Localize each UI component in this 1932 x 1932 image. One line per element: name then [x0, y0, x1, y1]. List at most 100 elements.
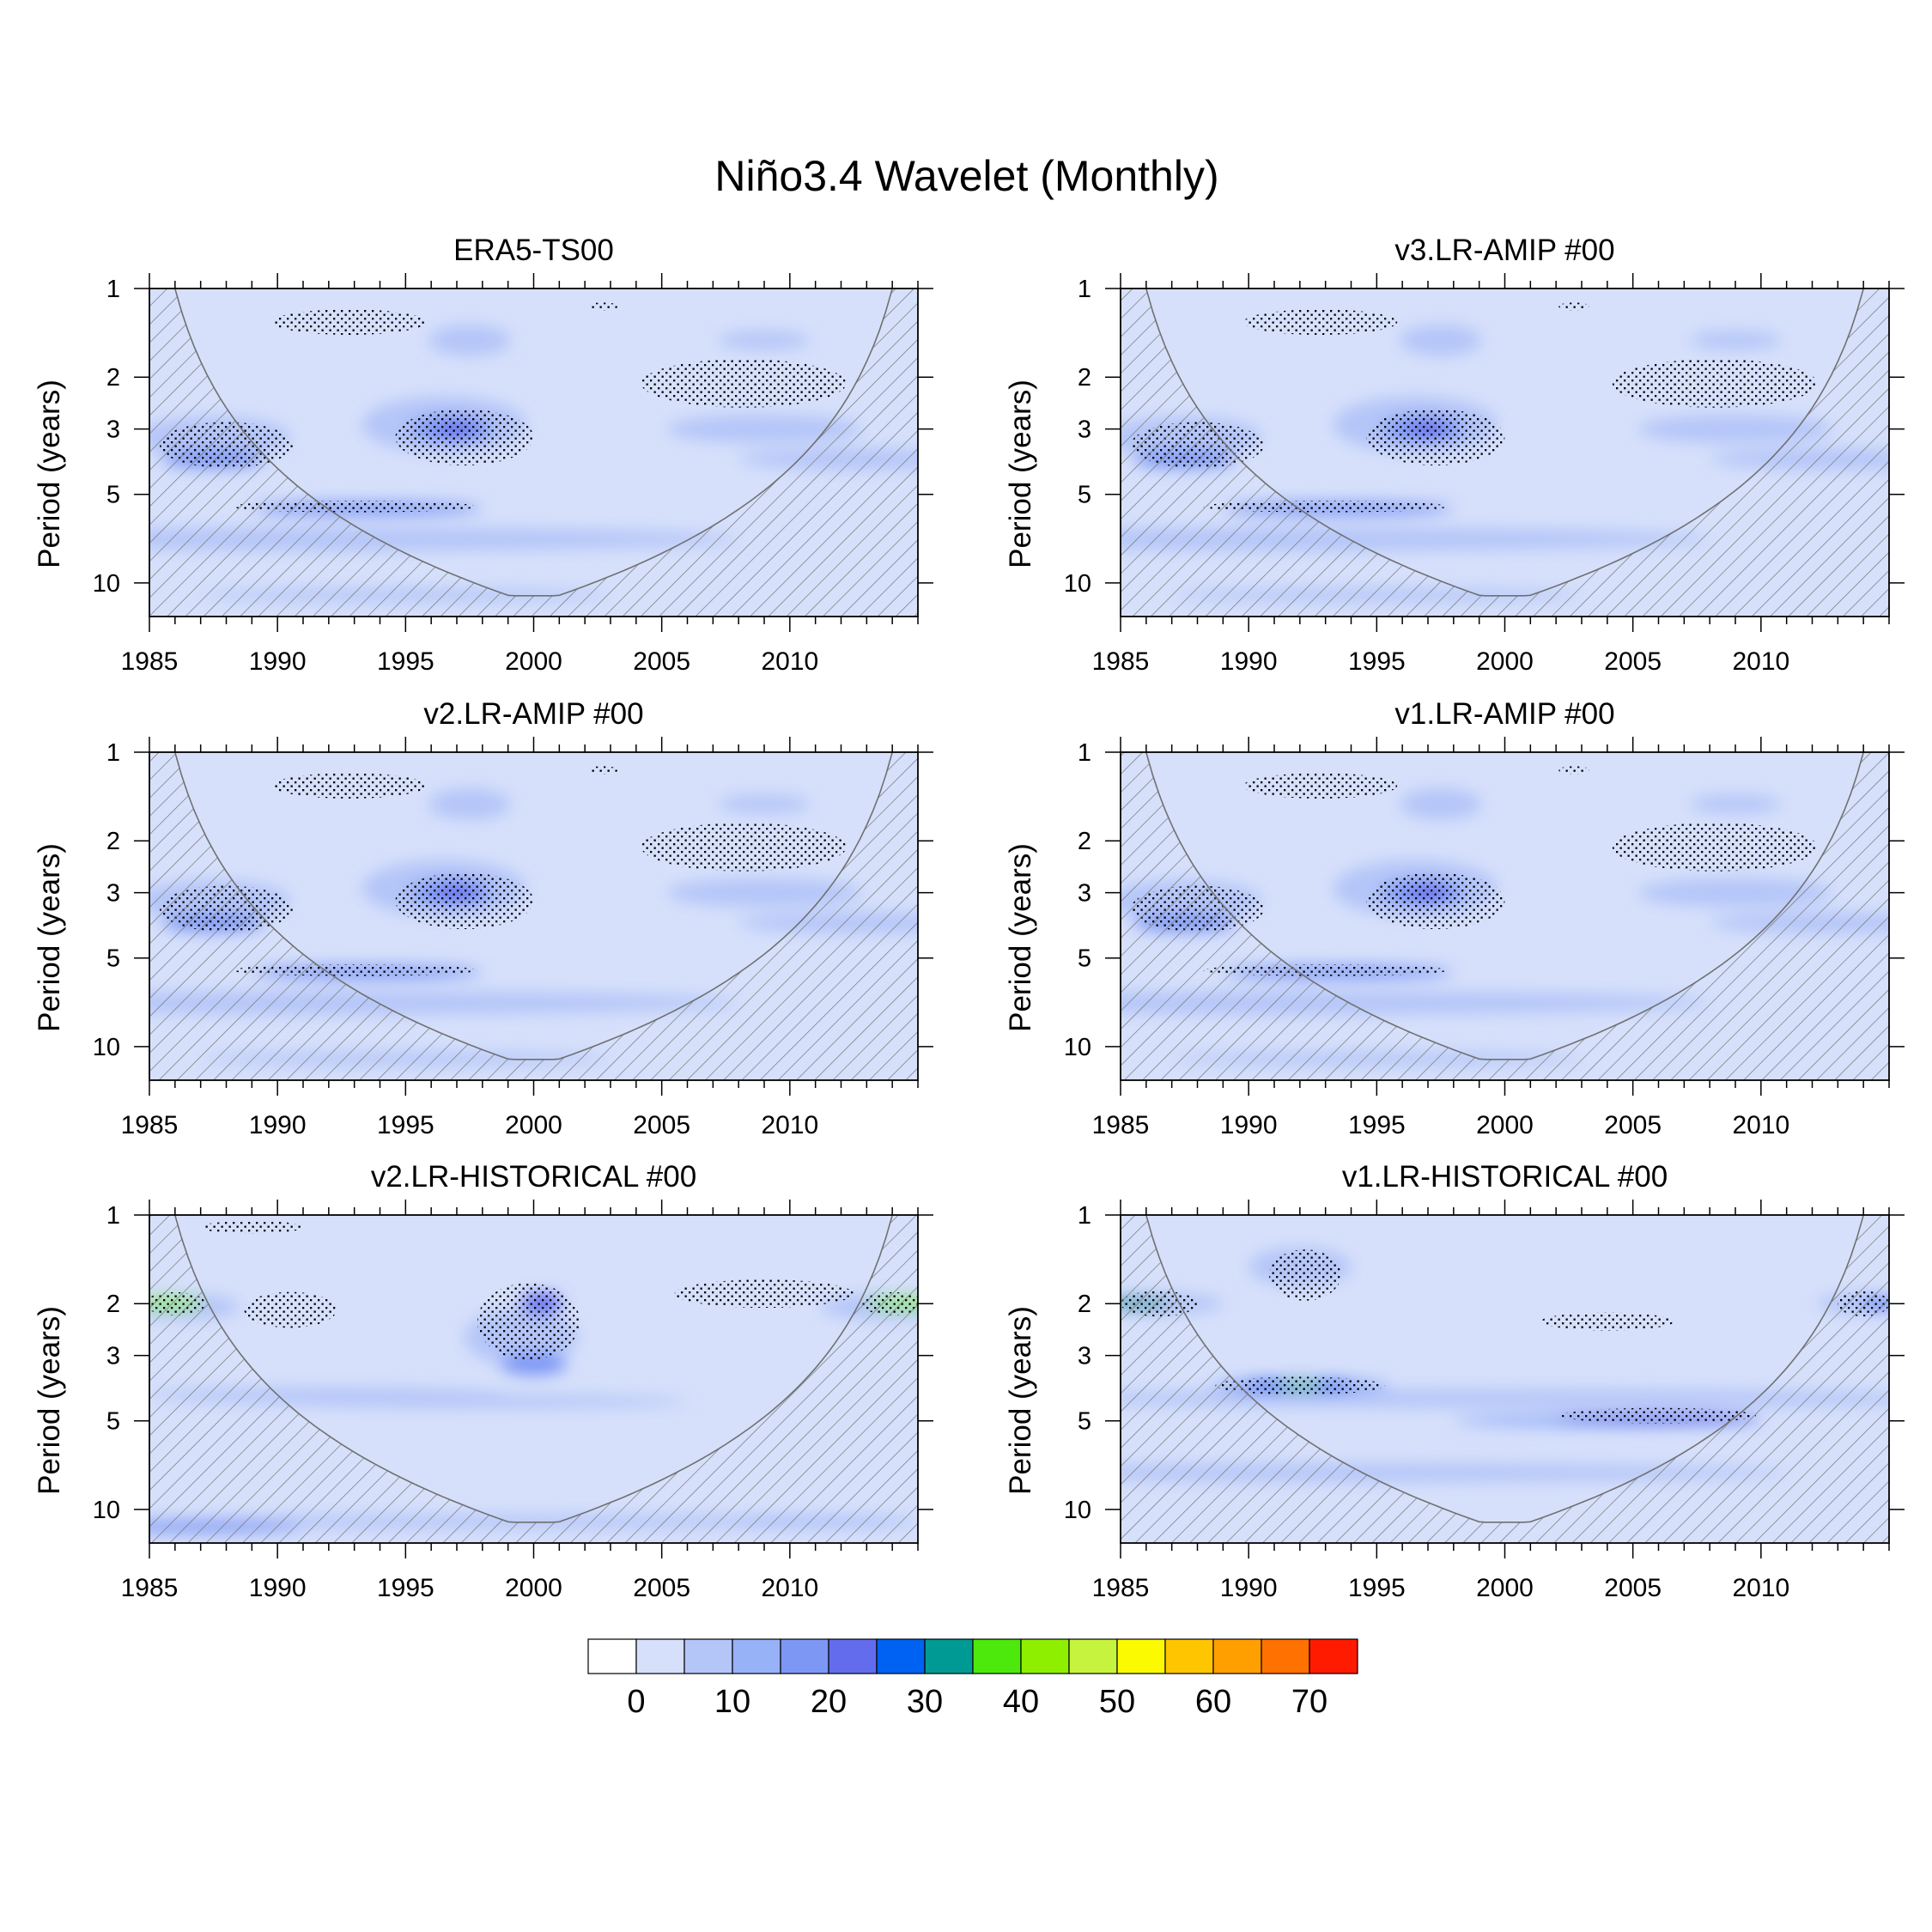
colorbar-swatch — [876, 1638, 926, 1674]
colorbar-tick-label: 50 — [1099, 1684, 1135, 1720]
x-tick-label: 1985 — [121, 647, 179, 676]
cone-of-influence-hatch — [1121, 752, 1889, 1080]
y-tick-label: 10 — [93, 1497, 120, 1524]
power-contour-level-2 — [666, 415, 862, 443]
y-tick-label: 1 — [106, 1202, 120, 1230]
y-tick-label: 5 — [106, 945, 120, 973]
y-tick-label: 10 — [1064, 1497, 1091, 1524]
plot-area — [1121, 1215, 1889, 1543]
x-tick-label: 1990 — [1220, 1111, 1278, 1139]
colorbar-swatch — [1020, 1638, 1070, 1674]
power-contour-level-2 — [1637, 415, 1833, 443]
y-tick-label: 3 — [106, 880, 120, 908]
x-tick-label: 2000 — [1476, 647, 1534, 676]
cone-of-influence-line — [173, 289, 894, 597]
panel-title: ERA5-TS00 — [453, 234, 614, 267]
colorbar-swatch — [1116, 1638, 1166, 1674]
x-tick-label: 2010 — [761, 647, 818, 676]
x-tick-label: 1995 — [377, 1111, 434, 1139]
colorbar-swatch — [683, 1638, 733, 1674]
stipple-region — [1215, 1376, 1385, 1395]
colorbar-swatch — [635, 1638, 685, 1674]
x-tick-label: 1990 — [249, 647, 307, 676]
panel-title: v2.LR-AMIP #00 — [423, 697, 643, 731]
colorbar-swatch — [732, 1638, 781, 1674]
x-tick-label: 1995 — [1348, 1574, 1406, 1602]
x-tick-label: 2010 — [1732, 1574, 1789, 1602]
y-axis-label: Period (years) — [33, 380, 66, 568]
power-contour-level-2 — [718, 331, 811, 349]
power-contour-level-2 — [666, 878, 862, 907]
panel-6: 1985 1990 1995 2000 2005 2010 1 2 3 5 10 v1.LR-HIST… — [1004, 1160, 1905, 1602]
x-tick-label: 1990 — [1220, 1574, 1278, 1602]
stipple-region — [200, 1220, 303, 1234]
y-tick-label: 2 — [106, 828, 120, 855]
cone-of-influence-hatch — [149, 1215, 918, 1543]
colorbar-tick-label: 60 — [1195, 1684, 1231, 1720]
colorbar-tick-label: 20 — [811, 1684, 847, 1720]
plot-area — [149, 752, 918, 1080]
stipple-region — [1243, 773, 1398, 799]
x-tick-label: 2010 — [761, 1574, 818, 1602]
y-tick-label: 1 — [1078, 1202, 1091, 1230]
x-tick-label: 1990 — [249, 1111, 307, 1139]
figure-title: Niño3.4 Wavelet (Monthly) — [714, 152, 1218, 200]
x-tick-label: 1985 — [1092, 1574, 1150, 1602]
power-contour-level-2 — [1400, 325, 1482, 356]
x-tick-label: 1990 — [249, 1574, 307, 1602]
cone-of-influence-hatch — [149, 289, 918, 617]
colorbar-tick-label: 0 — [627, 1684, 645, 1720]
power-contour-level-2 — [428, 788, 511, 820]
cone-of-influence-hatch — [1121, 289, 1889, 617]
y-tick-label: 10 — [1064, 1034, 1091, 1061]
power-contour-level-2 — [1689, 794, 1782, 813]
significance-stipple — [1130, 766, 1818, 976]
y-tick-label: 10 — [93, 1034, 120, 1061]
stipple-region — [587, 302, 618, 311]
x-tick-label: 1995 — [377, 647, 434, 676]
stipple-region — [1243, 309, 1398, 335]
x-tick-label: 1985 — [1092, 1111, 1150, 1139]
cone-of-influence-hatch — [1121, 1215, 1889, 1543]
x-tick-label: 2005 — [633, 647, 690, 676]
x-tick-label: 1985 — [121, 1574, 179, 1602]
y-tick-label: 5 — [106, 482, 120, 509]
power-contour-level-2 — [277, 1394, 688, 1408]
panel-5: 1985 1990 1995 2000 2005 2010 1 2 3 5 10 v2.LR-HIST… — [33, 1160, 933, 1602]
panel-4: 1985 1990 1995 2000 2005 2010 1 2 3 5 10 v1.LR-AMIP… — [1004, 697, 1905, 1139]
x-tick-label: 2000 — [1476, 1574, 1534, 1602]
colorbar-swatch — [1068, 1638, 1118, 1674]
stipple-region — [395, 872, 534, 929]
x-tick-label: 1995 — [1348, 1111, 1406, 1139]
power-contour-level-2 — [1400, 788, 1482, 820]
cone-of-influence-line — [1145, 752, 1865, 1060]
plot-area — [149, 289, 918, 617]
y-tick-label: 3 — [106, 416, 120, 444]
cone-of-influence-line — [173, 752, 894, 1060]
x-tick-label: 2000 — [505, 647, 562, 676]
y-axis-label: Period (years) — [1004, 1306, 1037, 1495]
y-tick-label: 3 — [1078, 1343, 1091, 1370]
colorbar-tick-label: 40 — [1003, 1684, 1039, 1720]
power-contour-level-2 — [1689, 331, 1782, 349]
x-tick-label: 2005 — [1604, 1574, 1662, 1602]
y-tick-label: 5 — [1078, 945, 1091, 973]
x-tick-label: 1985 — [1092, 647, 1150, 676]
stipple-region — [1612, 823, 1818, 872]
stipple-region — [674, 1279, 854, 1309]
colorbar-swatch — [1164, 1638, 1214, 1674]
colorbar-swatch — [1212, 1638, 1262, 1674]
y-tick-label: 1 — [1078, 276, 1091, 303]
stipple-region — [272, 773, 427, 799]
y-tick-label: 10 — [93, 570, 120, 598]
panel-1: 1985 1990 1995 2000 2005 2010 1 2 3 5 10 ERA5-TS00 P… — [33, 234, 933, 676]
panel-title: v1.LR-HISTORICAL #00 — [1342, 1160, 1668, 1194]
stipple-region — [1612, 359, 1818, 408]
panels-group: 1985 1990 1995 2000 2005 2010 1 2 3 5 10 ERA5-TS00 P… — [33, 234, 1905, 1602]
power-contour-level-1 — [1291, 931, 1385, 940]
panel-3: 1985 1990 1995 2000 2005 2010 1 2 3 5 10 v2.LR-AMIP… — [33, 697, 933, 1139]
cone-of-influence-line — [173, 1215, 894, 1523]
colorbar-swatch — [587, 1638, 637, 1674]
colorbar-swatch — [972, 1638, 1022, 1674]
